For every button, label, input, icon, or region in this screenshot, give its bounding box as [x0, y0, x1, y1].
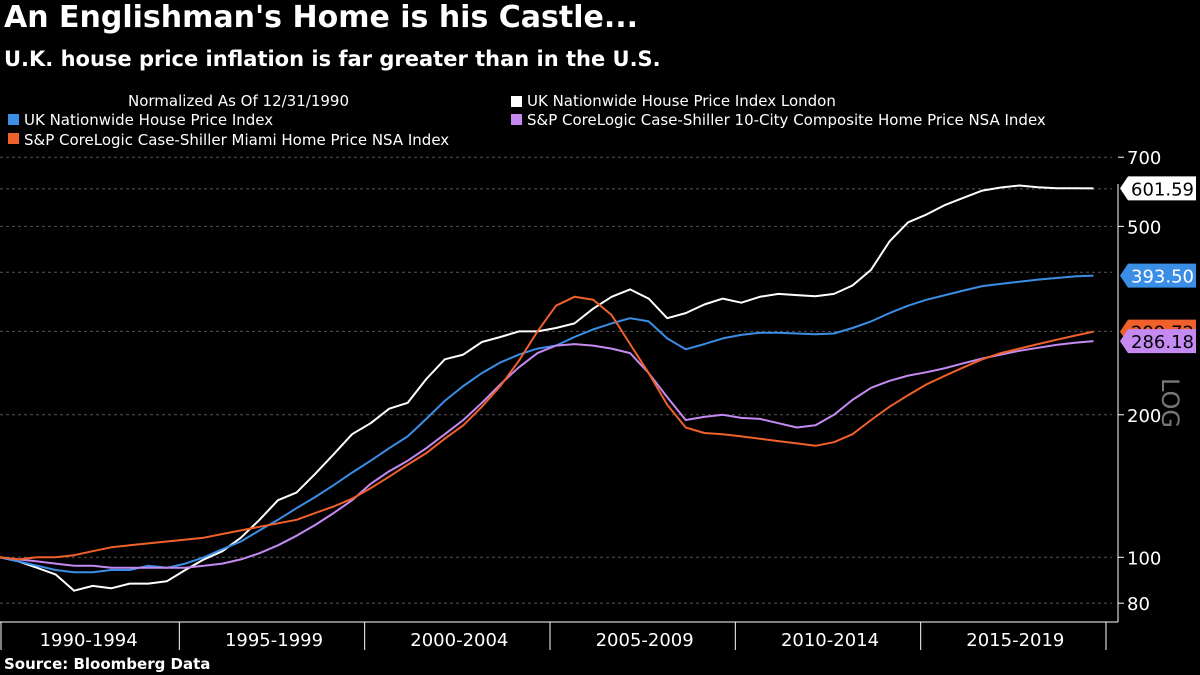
last-value-label-0: 601.59	[1131, 179, 1194, 200]
legend-label-uk: UK Nationwide House Price Index	[24, 111, 273, 129]
chart-subtitle: U.K. house price inflation is far greate…	[4, 47, 661, 71]
y-tick-label: 100	[1127, 548, 1161, 569]
last-value-badge-1	[1120, 263, 1196, 288]
chart-title: An Englishman's Home is his Castle...	[4, 0, 639, 35]
legend-label-london: UK Nationwide House Price Index London	[527, 92, 836, 110]
last-value-label-1: 393.50	[1131, 267, 1194, 288]
legend: Normalized As Of 12/31/1990 UK Nationwid…	[8, 92, 1046, 149]
series-lines	[0, 184, 1094, 592]
x-tick-label: 2015-2019	[966, 630, 1064, 651]
source-note: Source: Bloomberg Data	[4, 655, 211, 673]
legend-label-10city: S&P CoreLogic Case-Shiller 10-City Compo…	[527, 111, 1046, 129]
series-line-1	[0, 274, 1094, 574]
series-line-2	[0, 340, 1094, 569]
legend-swatch-10city	[511, 114, 522, 125]
legend-label-miami: S&P CoreLogic Case-Shiller Miami Home Pr…	[24, 131, 449, 149]
series-line-3	[0, 295, 1094, 561]
x-tick-label: 2005-2009	[596, 630, 694, 651]
y-tick-label: 500	[1127, 217, 1161, 238]
x-tick-label: 2010-2014	[781, 630, 879, 651]
log-scale-label: LOG	[1156, 378, 1184, 428]
legend-swatch-miami	[8, 133, 19, 144]
axes	[0, 184, 1119, 623]
y-tick-label: 80	[1127, 594, 1150, 615]
last-value-badge-0	[1120, 176, 1196, 201]
last-value-label-2: 286.18	[1131, 332, 1194, 353]
x-tick-label: 1995-1999	[225, 630, 323, 651]
x-tick-labels: 1990-1994 1995-1999 2000-2004 2005-2009 2010…	[0, 622, 1107, 651]
y-tick-label: 700	[1127, 148, 1161, 169]
y-tick-labels: 80 100 200 500 700	[1118, 148, 1161, 615]
y-tick-label: 200	[1127, 406, 1161, 427]
legend-note: Normalized As Of 12/31/1990	[128, 92, 349, 110]
x-tick-label: 2000-2004	[410, 630, 508, 651]
x-tick-label: 1990-1994	[40, 630, 138, 651]
legend-swatch-uk	[8, 114, 19, 125]
legend-swatch-london	[511, 96, 522, 107]
grid-lines	[0, 156, 1112, 604]
last-value-badge-2	[1120, 329, 1196, 354]
series-line-0	[0, 184, 1094, 592]
